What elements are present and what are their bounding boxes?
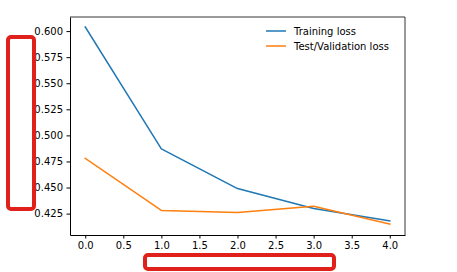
x-tick-label: 2.5: [268, 240, 284, 251]
legend-label: Training loss: [293, 26, 356, 37]
y-tick-label: 0.500: [34, 130, 63, 141]
x-tick-label: 1.0: [154, 240, 170, 251]
x-tick-mark: [85, 235, 86, 239]
x-tick-label: 0.5: [116, 240, 132, 251]
series-line: [85, 27, 390, 221]
x-tick-label: 3.0: [306, 240, 322, 251]
y-tick-label: 0.575: [34, 52, 63, 63]
y-tick-mark: [67, 109, 71, 110]
x-tick: 3.0: [306, 235, 322, 251]
y-tick: 0.450: [34, 182, 70, 193]
x-tick: 4.0: [382, 235, 398, 251]
y-tick-label: 0.475: [34, 156, 63, 167]
chart: 0.00.51.01.52.02.53.03.54.00.4250.4500.4…: [0, 0, 457, 272]
x-tick-label: 4.0: [382, 240, 398, 251]
y-tick: 0.550: [34, 78, 70, 89]
x-tick: 2.5: [268, 235, 284, 251]
highlight-box: [8, 37, 34, 209]
series-line: [85, 158, 390, 224]
y-tick-label: 0.550: [34, 78, 63, 89]
y-tick-mark: [67, 214, 71, 215]
top-spine: [70, 17, 405, 18]
legend-label: Test/Validation loss: [293, 41, 389, 52]
y-axis-line: [70, 18, 71, 236]
x-tick-mark: [390, 235, 391, 239]
x-tick-label: 2.0: [230, 240, 246, 251]
y-tick: 0.500: [34, 130, 70, 141]
x-tick: 0.0: [78, 235, 94, 251]
y-tick-mark: [67, 161, 71, 162]
right-spine: [405, 17, 406, 235]
x-tick-label: 3.5: [344, 240, 360, 251]
y-axis: 0.425 0.450 0.475 0.500 0.525 0.550 0.575 0.600: [34, 18, 70, 236]
x-tick-mark: [314, 235, 315, 239]
highlight-box: [145, 255, 334, 269]
y-tick-mark: [67, 83, 71, 84]
x-tick-mark: [352, 235, 353, 239]
y-tick: 0.525: [34, 104, 70, 115]
y-tick-label: 0.600: [34, 26, 63, 37]
y-tick: 0.475: [34, 156, 70, 167]
x-tick-label: 1.5: [192, 240, 208, 251]
x-tick: 2.0: [230, 235, 246, 251]
y-tick: 0.575: [34, 52, 70, 63]
legend: Training loss Test/Validation loss: [266, 26, 389, 52]
y-tick-mark: [67, 31, 71, 32]
plot-area: [85, 27, 390, 224]
y-tick-label: 0.525: [34, 104, 63, 115]
x-tick-mark: [161, 235, 162, 239]
x-tick: 3.5: [344, 235, 360, 251]
x-axis: 0.0 0.5 1.0 1.5 2.0 2.5 3.0 3.5 4.0: [71, 235, 406, 251]
x-tick: 0.5: [116, 235, 132, 251]
y-tick: 0.600: [34, 26, 70, 37]
y-tick-label: 0.425: [34, 208, 63, 219]
x-tick-mark: [199, 235, 200, 239]
y-tick: 0.425: [34, 208, 70, 219]
x-tick-label: 0.0: [78, 240, 94, 251]
y-tick-mark: [67, 57, 71, 58]
x-tick-mark: [238, 235, 239, 239]
legend-swatch: [266, 30, 286, 32]
y-tick-mark: [67, 135, 71, 136]
y-tick-label: 0.450: [34, 182, 63, 193]
x-tick-mark: [123, 235, 124, 239]
highlight-boxes: [8, 37, 334, 269]
legend-swatch: [266, 45, 286, 47]
y-tick-mark: [67, 188, 71, 189]
x-tick: 1.0: [154, 235, 170, 251]
x-tick-mark: [276, 235, 277, 239]
x-tick: 1.5: [192, 235, 208, 251]
